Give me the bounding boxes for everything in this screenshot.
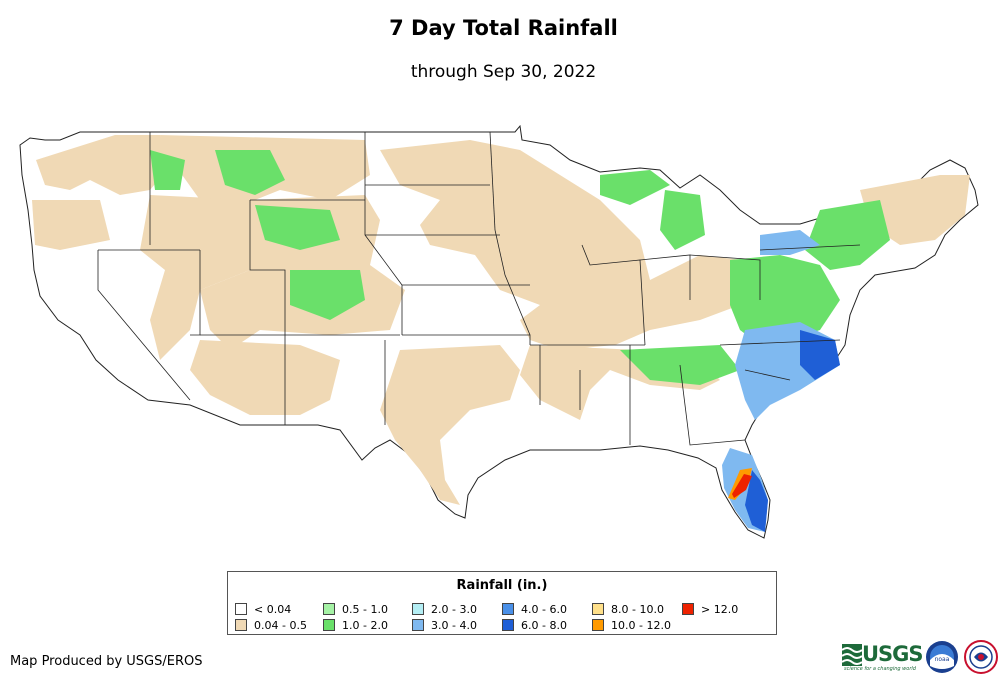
legend-label: 10.0 - 12.0 [611, 618, 671, 632]
legend-item-1-0-2-0: 1.0 - 2.0 [323, 617, 412, 633]
legend-label: 1.0 - 2.0 [342, 618, 388, 632]
rainfall-extreme-areas [728, 468, 752, 500]
legend-grid: < 0.04 0.5 - 1.0 2.0 - 3.0 4.0 - 6.0 8.0… [235, 601, 770, 633]
map-credit: Map Produced by USGS/EROS [10, 654, 203, 669]
rainfall-very-heavy-areas [745, 330, 840, 532]
legend-swatch [323, 619, 335, 631]
legend-item-3-0-4-0: 3.0 - 4.0 [412, 617, 502, 633]
legend-label: 2.0 - 3.0 [431, 602, 477, 616]
usgs-logo: USGS science for a changing world [842, 642, 924, 676]
legend-swatch [502, 603, 514, 615]
legend-item-0-04-0-5: 0.04 - 0.5 [235, 617, 323, 633]
legend-label: 8.0 - 10.0 [611, 602, 664, 616]
legend-swatch [682, 603, 694, 615]
map-title: 7 Day Total Rainfall [389, 16, 618, 40]
legend-swatch [592, 619, 604, 631]
legend-swatch [235, 603, 247, 615]
usgs-wave-icon [842, 644, 862, 666]
legend-item-gt-12-0: > 12.0 [682, 601, 770, 617]
legend-box: Rainfall (in.) < 0.04 0.5 - 1.0 2.0 - 3.… [227, 571, 777, 635]
legend-item-2-0-3-0: 2.0 - 3.0 [412, 601, 502, 617]
noaa-logo-text: noaa [935, 656, 950, 663]
nws-logo-icon [964, 640, 998, 674]
legend-label: 6.0 - 8.0 [521, 618, 567, 632]
noaa-logo-icon: noaa [926, 641, 958, 673]
rainfall-light-areas [32, 135, 970, 505]
usgs-tagline: science for a changing world [844, 666, 916, 672]
legend-label: 0.5 - 1.0 [342, 602, 388, 616]
usgs-logo-text: USGS [862, 642, 924, 666]
state-borders [97, 131, 861, 446]
legend-label: > 12.0 [701, 602, 739, 616]
legend-item-8-0-10-0: 8.0 - 10.0 [592, 601, 682, 617]
legend-item-4-0-6-0: 4.0 - 6.0 [502, 601, 592, 617]
legend-item-6-0-8-0: 6.0 - 8.0 [502, 617, 592, 633]
legend-item-lt-0-04: < 0.04 [235, 601, 323, 617]
legend-item-10-0-12-0: 10.0 - 12.0 [592, 617, 682, 633]
legend-label: 3.0 - 4.0 [431, 618, 477, 632]
legend-swatch [412, 603, 424, 615]
rainfall-map [19, 124, 979, 539]
legend-swatch [502, 619, 514, 631]
legend-title: Rainfall (in.) [456, 578, 548, 593]
legend-item-0-5-1-0: 0.5 - 1.0 [323, 601, 412, 617]
legend-label: 4.0 - 6.0 [521, 602, 567, 616]
legend-label: 0.04 - 0.5 [254, 618, 307, 632]
legend-swatch [412, 619, 424, 631]
rainfall-moderate-areas [150, 150, 890, 385]
legend-swatch [235, 619, 247, 631]
legend-swatch [323, 603, 335, 615]
map-subtitle: through Sep 30, 2022 [410, 62, 597, 82]
legend-label: < 0.04 [254, 602, 292, 616]
legend-swatch [592, 603, 604, 615]
agency-logos: USGS science for a changing world noaa [842, 638, 1002, 678]
